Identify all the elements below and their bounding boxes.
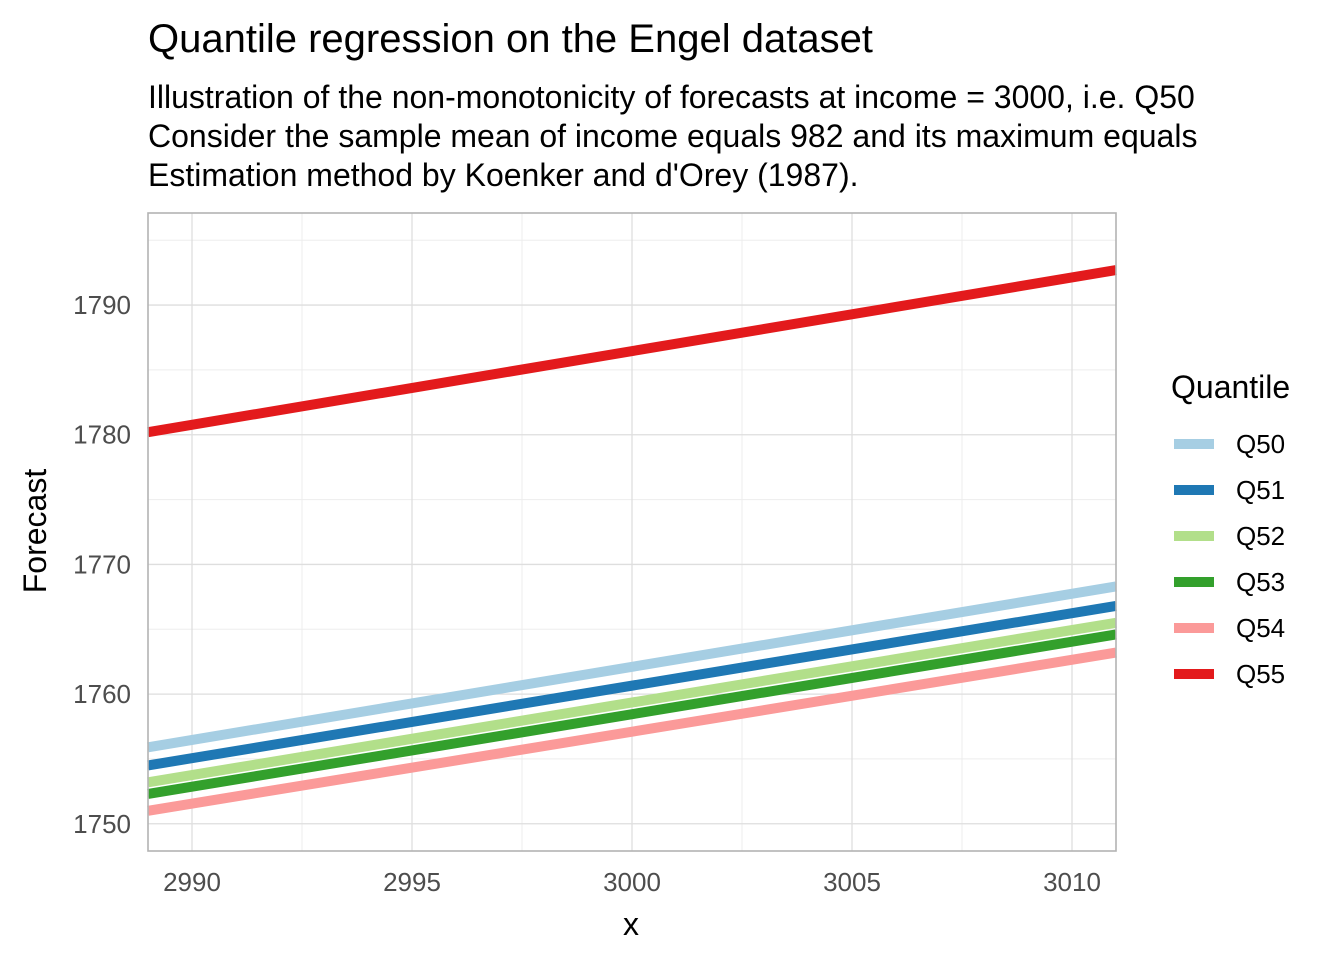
y-tick-label: 1780 bbox=[73, 420, 131, 450]
series-line-q54 bbox=[147, 647, 1117, 816]
y-tick-label: 1770 bbox=[73, 549, 131, 579]
series-line-q51 bbox=[147, 600, 1117, 771]
x-tick-label: 2995 bbox=[383, 867, 441, 897]
legend-item-q50: Q50 bbox=[1174, 429, 1285, 459]
y-tick-label: 1760 bbox=[73, 679, 131, 709]
legend: Quantile Q50 Q51 Q52 Q53 Q54 Q55 bbox=[1171, 369, 1290, 689]
x-tick-label: 3005 bbox=[823, 867, 881, 897]
series-line-q50 bbox=[147, 581, 1117, 753]
legend-title: Quantile bbox=[1171, 369, 1290, 405]
chart-subtitle-line-2: Consider the sample mean of income equal… bbox=[148, 118, 1197, 154]
legend-label: Q50 bbox=[1236, 429, 1285, 459]
legend-label: Q54 bbox=[1236, 613, 1285, 643]
grid bbox=[148, 213, 1116, 851]
x-tick-label: 3000 bbox=[603, 867, 661, 897]
chart-title: Quantile regression on the Engel dataset bbox=[148, 17, 873, 61]
x-tick-label: 2990 bbox=[163, 867, 221, 897]
chart-subtitle-line-3: Estimation method by Koenker and d'Orey … bbox=[148, 157, 858, 193]
y-tick-label: 1750 bbox=[73, 809, 131, 839]
panel-border bbox=[147, 212, 1117, 852]
series-lines bbox=[147, 265, 1117, 816]
legend-item-q54: Q54 bbox=[1174, 613, 1285, 643]
series-line-q55 bbox=[147, 265, 1117, 438]
legend-label: Q53 bbox=[1236, 567, 1285, 597]
x-axis-ticks: 2990 2995 3000 3005 3010 bbox=[163, 867, 1101, 897]
legend-item-q52: Q52 bbox=[1174, 521, 1285, 551]
legend-item-q51: Q51 bbox=[1174, 475, 1285, 505]
x-tick-label: 3010 bbox=[1043, 867, 1101, 897]
x-axis-title: x bbox=[623, 906, 639, 942]
series-line-q52 bbox=[147, 617, 1117, 788]
legend-label: Q51 bbox=[1236, 475, 1285, 505]
legend-label: Q52 bbox=[1236, 521, 1285, 551]
y-axis-ticks: 1750 1760 1770 1780 1790 bbox=[73, 290, 131, 839]
plot-panel bbox=[147, 212, 1117, 852]
legend-items: Q50 Q51 Q52 Q53 Q54 Q55 bbox=[1174, 429, 1285, 689]
legend-label: Q55 bbox=[1236, 659, 1285, 689]
legend-item-q55: Q55 bbox=[1174, 659, 1285, 689]
chart-subtitle-line-1: Illustration of the non-monotonicity of … bbox=[148, 79, 1195, 115]
series-line-q53 bbox=[147, 629, 1117, 799]
legend-item-q53: Q53 bbox=[1174, 567, 1285, 597]
y-axis-title: Forecast bbox=[17, 469, 53, 594]
y-tick-label: 1790 bbox=[73, 290, 131, 320]
